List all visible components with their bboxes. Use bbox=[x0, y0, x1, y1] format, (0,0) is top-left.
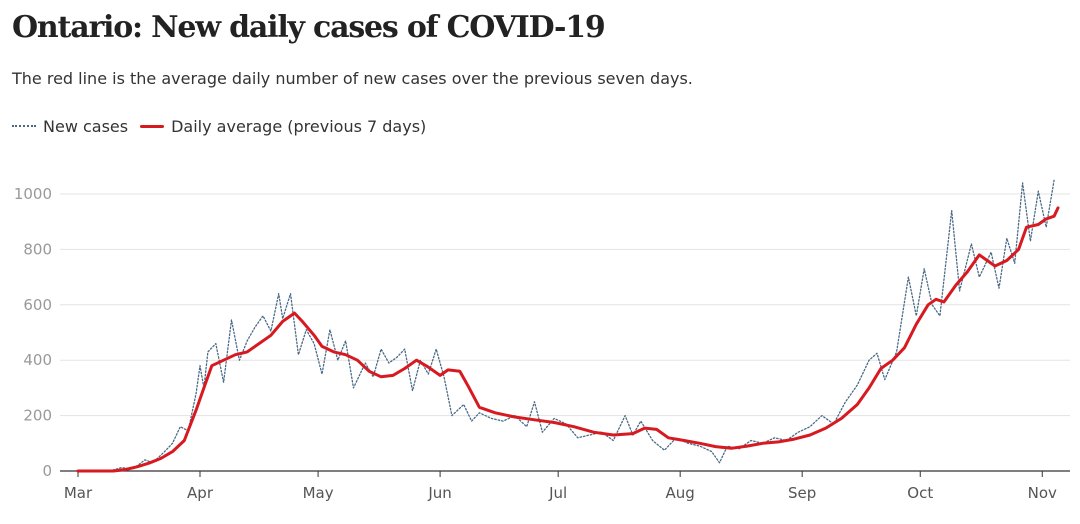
x-tick-label-oct: Oct bbox=[907, 484, 933, 502]
legend-swatch-new-cases bbox=[12, 125, 36, 127]
x-tick-label-mar: Mar bbox=[64, 484, 93, 502]
x-tick-label-jul: Jul bbox=[548, 484, 567, 502]
x-tick-label-may: May bbox=[303, 484, 334, 502]
y-tick-label-400: 400 bbox=[23, 351, 52, 369]
x-tick-label-sep: Sep bbox=[788, 484, 816, 502]
x-tick-label-aug: Aug bbox=[666, 484, 695, 502]
chart-legend: New cases Daily average (previous 7 days… bbox=[12, 116, 438, 136]
chart-title: Ontario: New daily cases of COVID-19 bbox=[12, 10, 606, 45]
legend-swatch-daily-average bbox=[140, 124, 165, 128]
legend-label-new-cases: New cases bbox=[43, 116, 129, 136]
y-tick-label-0: 0 bbox=[42, 462, 52, 480]
legend-item-new-cases: New cases bbox=[12, 117, 128, 136]
legend-label-daily-average: Daily average (previous 7 days) bbox=[171, 116, 427, 136]
y-tick-label-1000: 1000 bbox=[14, 185, 52, 203]
series-new-cases-line bbox=[77, 179, 1055, 472]
chart-subtitle: The red line is the average daily number… bbox=[12, 69, 693, 88]
legend-item-daily-average: Daily average (previous 7 days) bbox=[140, 117, 426, 136]
x-tick-label-apr: Apr bbox=[187, 484, 214, 502]
x-tick-label-jun: Jun bbox=[427, 484, 451, 502]
series-daily-average-line bbox=[76, 206, 1060, 473]
y-tick-label-800: 800 bbox=[23, 240, 52, 258]
x-tick-label-nov: Nov bbox=[1028, 484, 1057, 502]
y-tick-label-600: 600 bbox=[23, 296, 52, 314]
y-tick-label-200: 200 bbox=[23, 407, 52, 425]
